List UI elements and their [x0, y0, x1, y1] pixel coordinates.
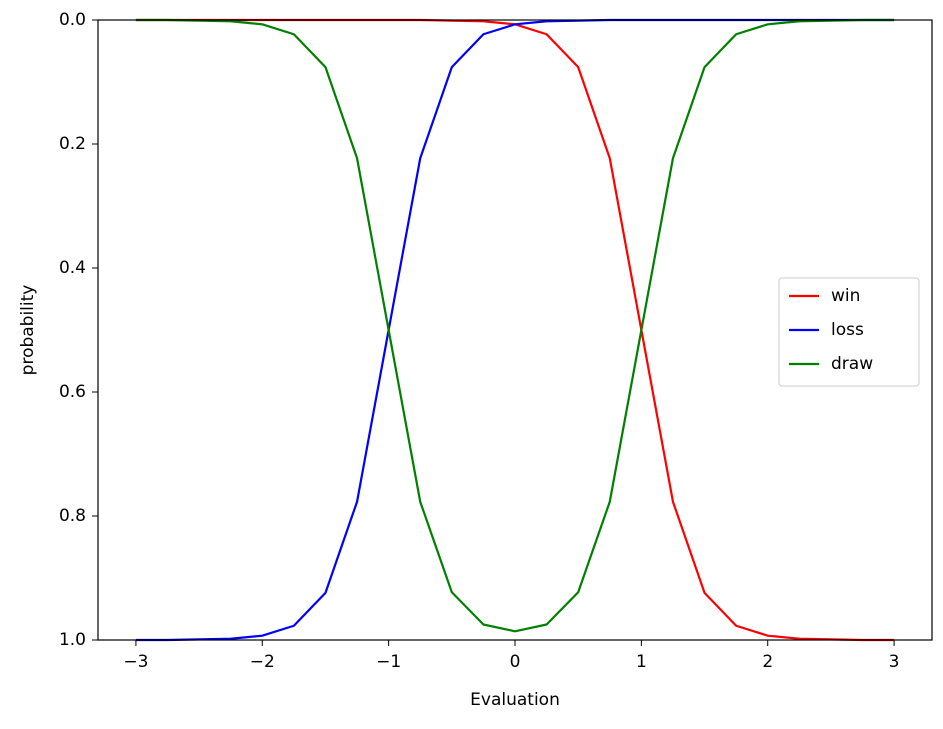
- y-tick-label: 0.4: [59, 258, 86, 278]
- legend-label: loss: [831, 320, 864, 340]
- y-tick-label: 1.0: [59, 630, 86, 650]
- x-tick-label: 0: [510, 652, 521, 672]
- x-tick-label: −3: [123, 652, 148, 672]
- legend-box: [778, 277, 920, 387]
- x-tick-label: 3: [889, 652, 900, 672]
- legend-label: win: [831, 286, 860, 306]
- y-tick-label: 0.8: [59, 506, 86, 526]
- line-series: [135, 18, 895, 633]
- y-tick-label: 0.2: [59, 134, 86, 154]
- legend-label: draw: [831, 354, 873, 374]
- plot-frame: [97, 19, 933, 641]
- x-axis-label: Evaluation: [470, 690, 560, 710]
- y-axis-label: probability: [18, 285, 38, 376]
- y-tick-label: 0.6: [59, 382, 86, 402]
- x-tick-label: 1: [636, 652, 647, 672]
- x-tick-label: −1: [376, 652, 401, 672]
- x-tick-label: 2: [762, 652, 773, 672]
- y-tick-label: 0.0: [59, 10, 86, 30]
- x-tick-label: −2: [250, 652, 275, 672]
